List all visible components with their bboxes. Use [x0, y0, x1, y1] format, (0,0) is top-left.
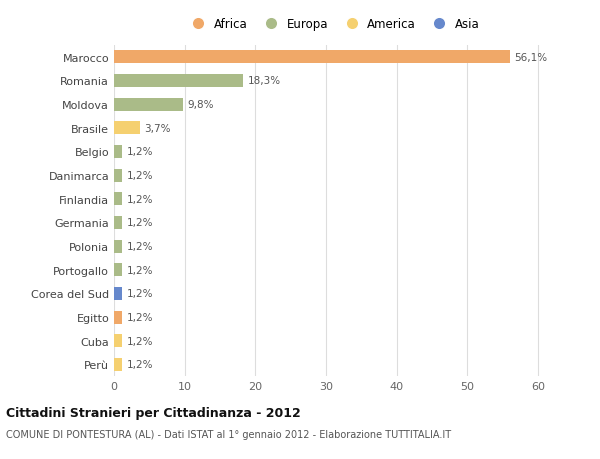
Text: 1,2%: 1,2% — [127, 289, 153, 299]
Bar — [114, 146, 122, 159]
Bar — [114, 75, 243, 88]
Text: 1,2%: 1,2% — [127, 359, 153, 369]
Bar — [114, 51, 511, 64]
Text: 3,7%: 3,7% — [145, 123, 171, 134]
Bar — [114, 240, 122, 253]
Bar — [114, 169, 122, 182]
Legend: Africa, Europa, America, Asia: Africa, Europa, America, Asia — [184, 16, 482, 34]
Bar — [114, 358, 122, 371]
Text: 1,2%: 1,2% — [127, 147, 153, 157]
Text: 1,2%: 1,2% — [127, 313, 153, 322]
Text: 1,2%: 1,2% — [127, 336, 153, 346]
Bar — [114, 263, 122, 277]
Bar — [114, 193, 122, 206]
Text: 9,8%: 9,8% — [187, 100, 214, 110]
Text: 1,2%: 1,2% — [127, 171, 153, 181]
Bar — [114, 287, 122, 300]
Text: 1,2%: 1,2% — [127, 194, 153, 204]
Bar — [114, 98, 183, 112]
Bar — [114, 217, 122, 230]
Bar — [114, 335, 122, 347]
Bar — [114, 311, 122, 324]
Text: 56,1%: 56,1% — [515, 53, 548, 63]
Text: COMUNE DI PONTESTURA (AL) - Dati ISTAT al 1° gennaio 2012 - Elaborazione TUTTITA: COMUNE DI PONTESTURA (AL) - Dati ISTAT a… — [6, 429, 451, 439]
Text: Cittadini Stranieri per Cittadinanza - 2012: Cittadini Stranieri per Cittadinanza - 2… — [6, 406, 301, 419]
Bar — [114, 122, 140, 135]
Text: 1,2%: 1,2% — [127, 218, 153, 228]
Text: 1,2%: 1,2% — [127, 265, 153, 275]
Text: 18,3%: 18,3% — [248, 76, 281, 86]
Text: 1,2%: 1,2% — [127, 241, 153, 252]
